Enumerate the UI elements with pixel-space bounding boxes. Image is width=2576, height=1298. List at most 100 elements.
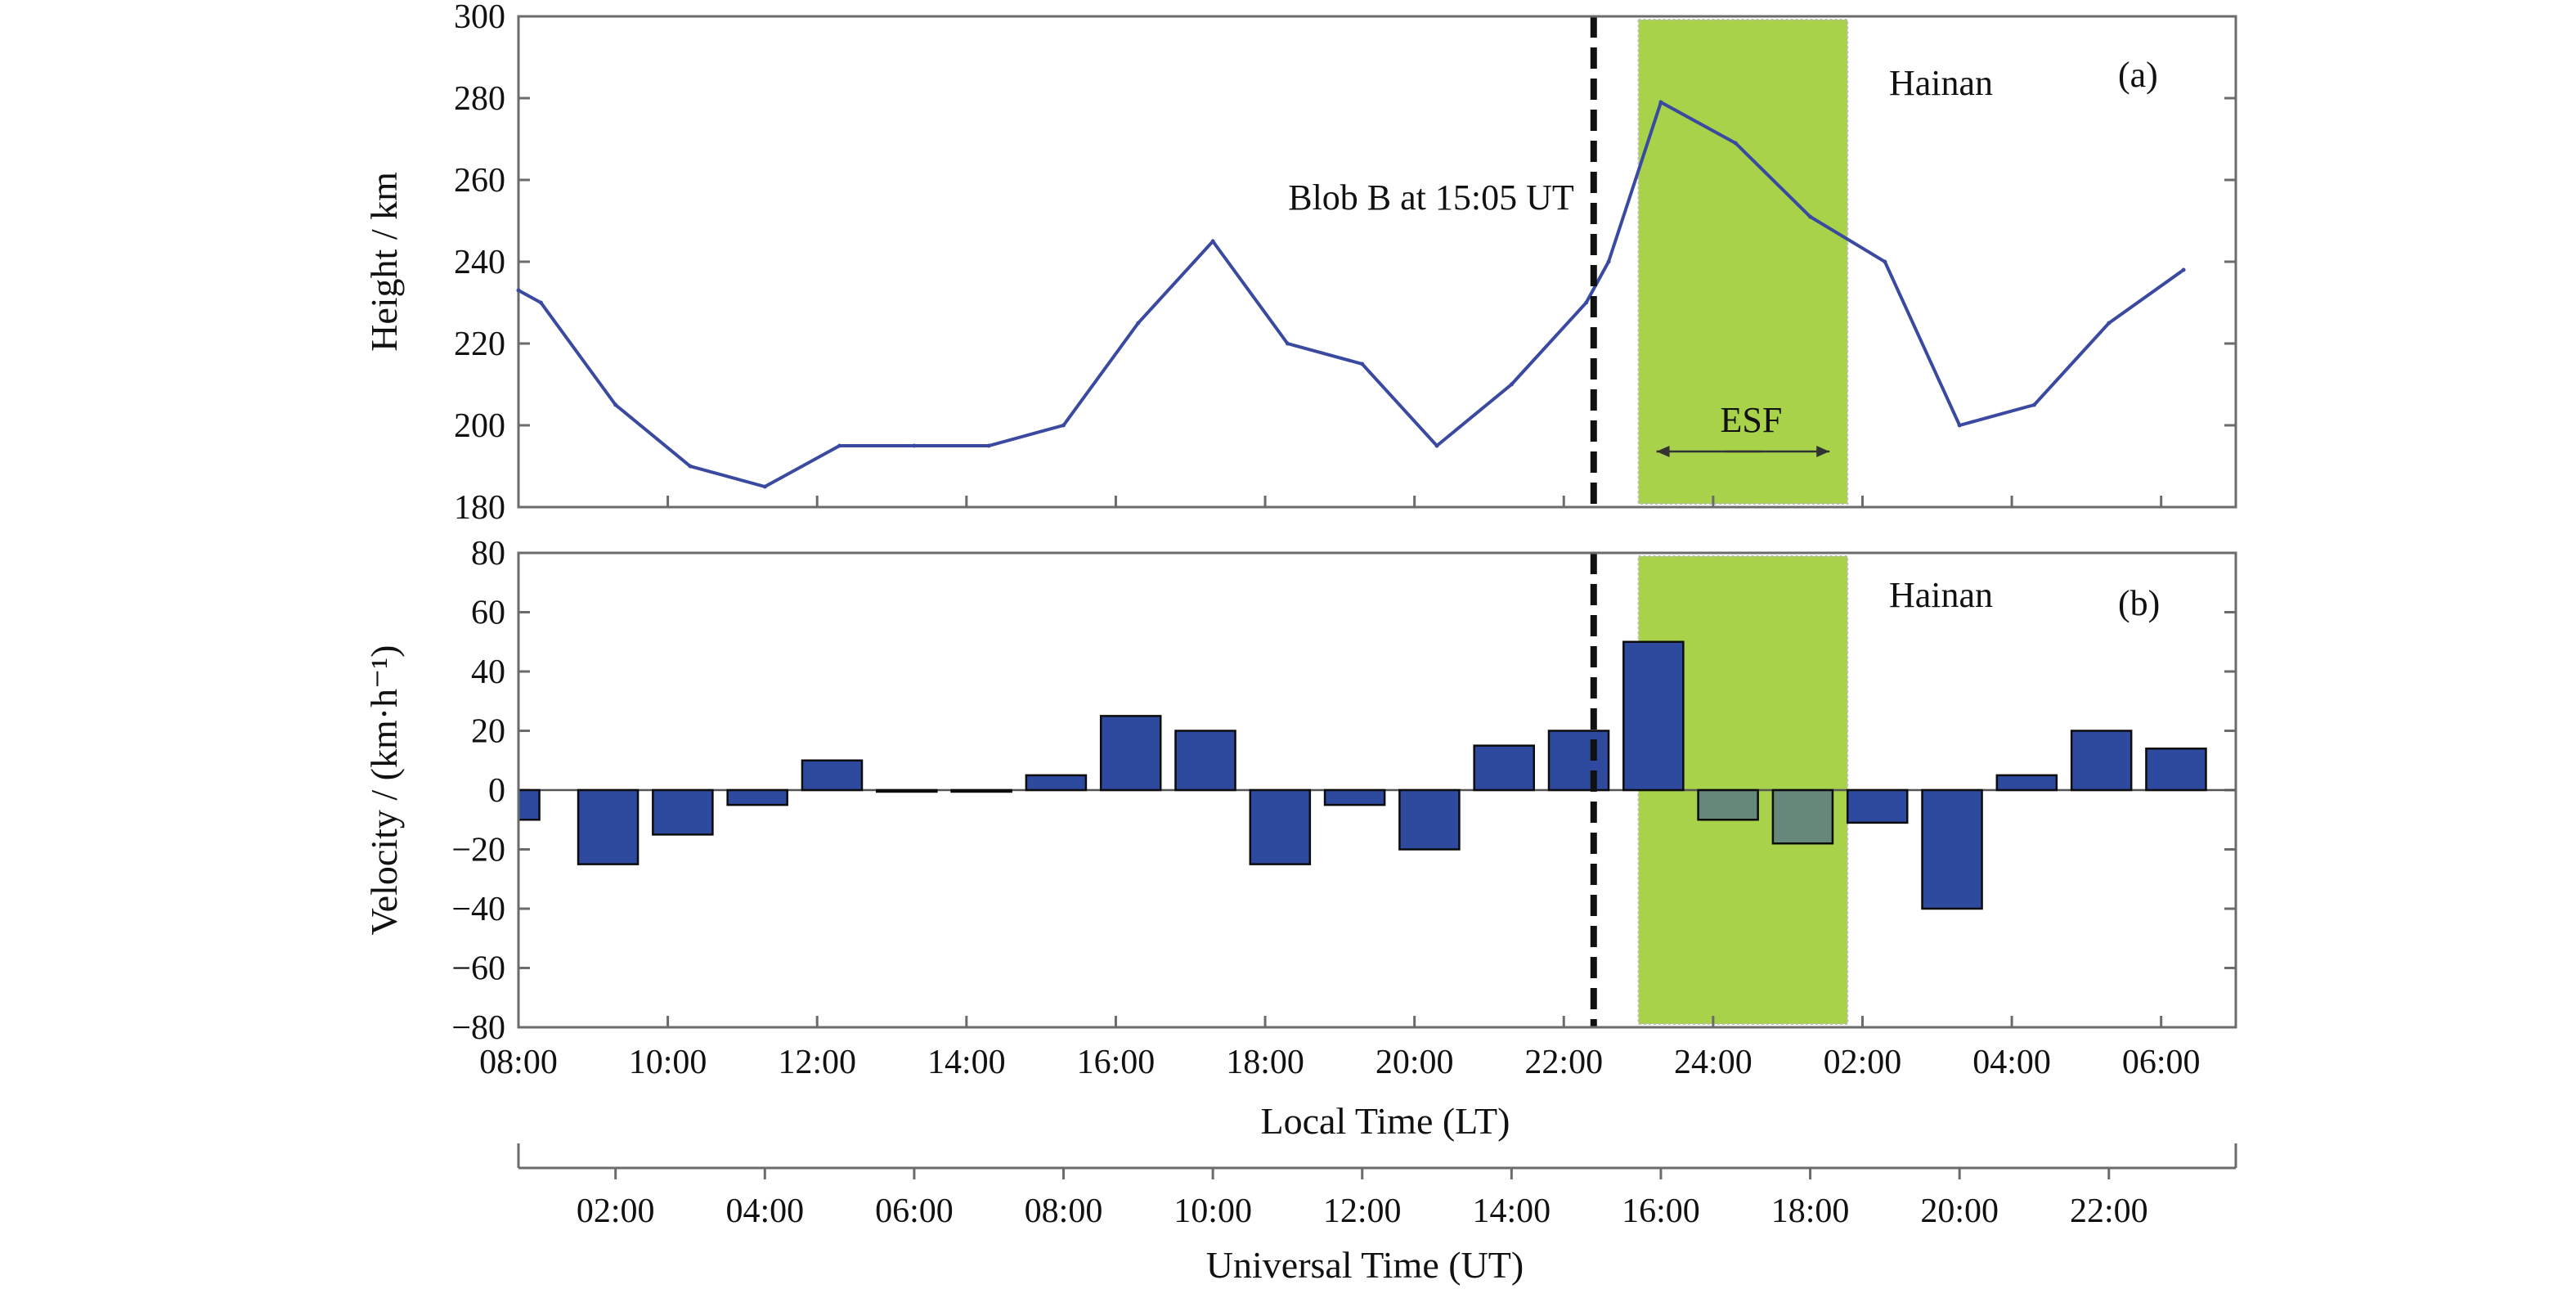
height-point [1061, 423, 1066, 428]
height-point [1606, 259, 1611, 264]
velocity-bar [517, 788, 541, 821]
height-point [516, 288, 521, 293]
height-point [2107, 321, 2112, 326]
velocity-bar [1846, 788, 1909, 824]
velocity-bar [876, 788, 938, 793]
lt-tick-label: 10:00 [629, 1044, 707, 1081]
velocity-bar [1025, 774, 1088, 792]
lt-tick-label: 14:00 [927, 1044, 1006, 1081]
height-point [1285, 341, 1290, 346]
velocity-bar [726, 788, 788, 806]
y-tick-label: −20 [451, 832, 505, 869]
esf-arrows [1656, 446, 1830, 457]
velocity-bars [517, 640, 2207, 910]
station-label-top: Hainan [1889, 63, 1993, 103]
ut-tick-label: 08:00 [1025, 1192, 1103, 1230]
velocity-bar [1622, 640, 1685, 792]
lt-tick-label: 16:00 [1077, 1044, 1156, 1081]
height-point [1957, 423, 1962, 428]
height-point [2031, 402, 2036, 407]
velocity-bar [1174, 730, 1236, 792]
y-tick-label: −40 [451, 891, 505, 928]
panel-label-b: (b) [2118, 583, 2160, 623]
velocity-bar [1697, 788, 1759, 821]
velocity-bar [950, 788, 1012, 793]
height-point [1733, 141, 1738, 146]
height-point [986, 443, 991, 448]
height-point [688, 464, 693, 469]
y-tick-label: 80 [471, 535, 505, 573]
height-point [837, 443, 842, 448]
velocity-axis-title: Velocity / (km·h⁻¹) [363, 645, 405, 936]
y-tick-label: 180 [454, 489, 505, 527]
lt-tick-label: 18:00 [1226, 1044, 1304, 1081]
velocity-bar [1995, 774, 2058, 792]
height-series-line [518, 100, 2185, 489]
local-time-axis-title: Local Time (LT) [1261, 1100, 1510, 1142]
lt-tick-label: 04:00 [1972, 1044, 2051, 1081]
y-tick-label: −60 [451, 950, 505, 988]
lt-tick-label: 12:00 [778, 1044, 856, 1081]
height-point [1808, 214, 1813, 219]
height-panel: 180 200 220 240 260 280 300 Height / km Hainan… [363, 0, 2237, 527]
ut-tick-label: 12:00 [1323, 1192, 1402, 1230]
lt-tick-label: 08:00 [479, 1044, 558, 1081]
y-tick-label: 240 [454, 244, 505, 281]
y-tick-label: 0 [488, 772, 505, 810]
y-tick-label: −80 [451, 1009, 505, 1047]
ut-tick-label: 04:00 [725, 1192, 804, 1230]
height-axis-title: Height / km [363, 172, 405, 352]
y-tick-label: 280 [454, 80, 505, 118]
velocity-bar [652, 788, 714, 836]
universal-time-axis-title: Universal Time (UT) [1206, 1244, 1524, 1286]
ut-tick-label: 16:00 [1622, 1192, 1700, 1230]
velocity-bar [1771, 788, 1834, 845]
panel-label-a: (a) [2118, 55, 2158, 95]
height-point [762, 484, 767, 489]
ut-tick-label: 20:00 [1920, 1192, 1999, 1230]
lt-tick-label: 24:00 [1674, 1044, 1752, 1081]
ut-tick-label: 18:00 [1771, 1192, 1850, 1230]
lt-tick-label: 02:00 [1824, 1044, 1902, 1081]
ut-tick-label: 14:00 [1473, 1192, 1551, 1230]
height-point [2181, 267, 2186, 272]
y-tick-label: 60 [471, 595, 505, 632]
height-point [1883, 259, 1887, 264]
ut-tick-label: 10:00 [1174, 1192, 1252, 1230]
velocity-bar [1398, 788, 1461, 851]
height-point [1210, 239, 1215, 244]
velocity-bar [577, 788, 640, 865]
velocity-bar [2070, 730, 2133, 792]
y-tick-label: 200 [454, 407, 505, 445]
lt-tick-label: 20:00 [1376, 1044, 1454, 1081]
height-point [613, 402, 618, 407]
y-tick-label: 20 [471, 713, 505, 751]
y-tick-label: 300 [454, 0, 505, 36]
height-plot-frame [517, 15, 2237, 509]
velocity-bar [1473, 744, 1535, 792]
esf-highlight-top [1637, 19, 1849, 505]
y-tick-label: 220 [454, 326, 505, 363]
ut-tick-label: 22:00 [2070, 1192, 2148, 1230]
height-point [1658, 100, 1663, 105]
height-point [1584, 300, 1589, 305]
velocity-bar [1547, 730, 1610, 792]
lt-tick-label: 22:00 [1524, 1044, 1603, 1081]
station-label-bottom: Hainan [1889, 575, 1993, 615]
height-point [912, 443, 917, 448]
velocity-panel: −80 −60 −40 −20 0 20 40 60 80 Velocity / (km·h⁻¹… [363, 535, 2237, 1047]
height-point [1434, 443, 1439, 448]
local-time-axis: 08:00 10:00 12:00 14:00 16:00 18:00 20:00 22:00… [479, 496, 2201, 1081]
y-tick-label: 40 [471, 653, 505, 691]
velocity-bar [1099, 715, 1162, 792]
esf-label: ESF [1720, 400, 1782, 440]
height-y-ticks: 180 200 220 240 260 280 300 [454, 0, 2236, 527]
velocity-bar [1323, 788, 1386, 806]
velocity-y-ticks: −80 −60 −40 −20 0 20 40 60 80 [451, 535, 2236, 1047]
velocity-bar [801, 759, 864, 792]
velocity-bar [2145, 748, 2207, 792]
height-point [1509, 382, 1514, 387]
lt-tick-label: 06:00 [2122, 1044, 2201, 1081]
height-point [1136, 321, 1141, 326]
